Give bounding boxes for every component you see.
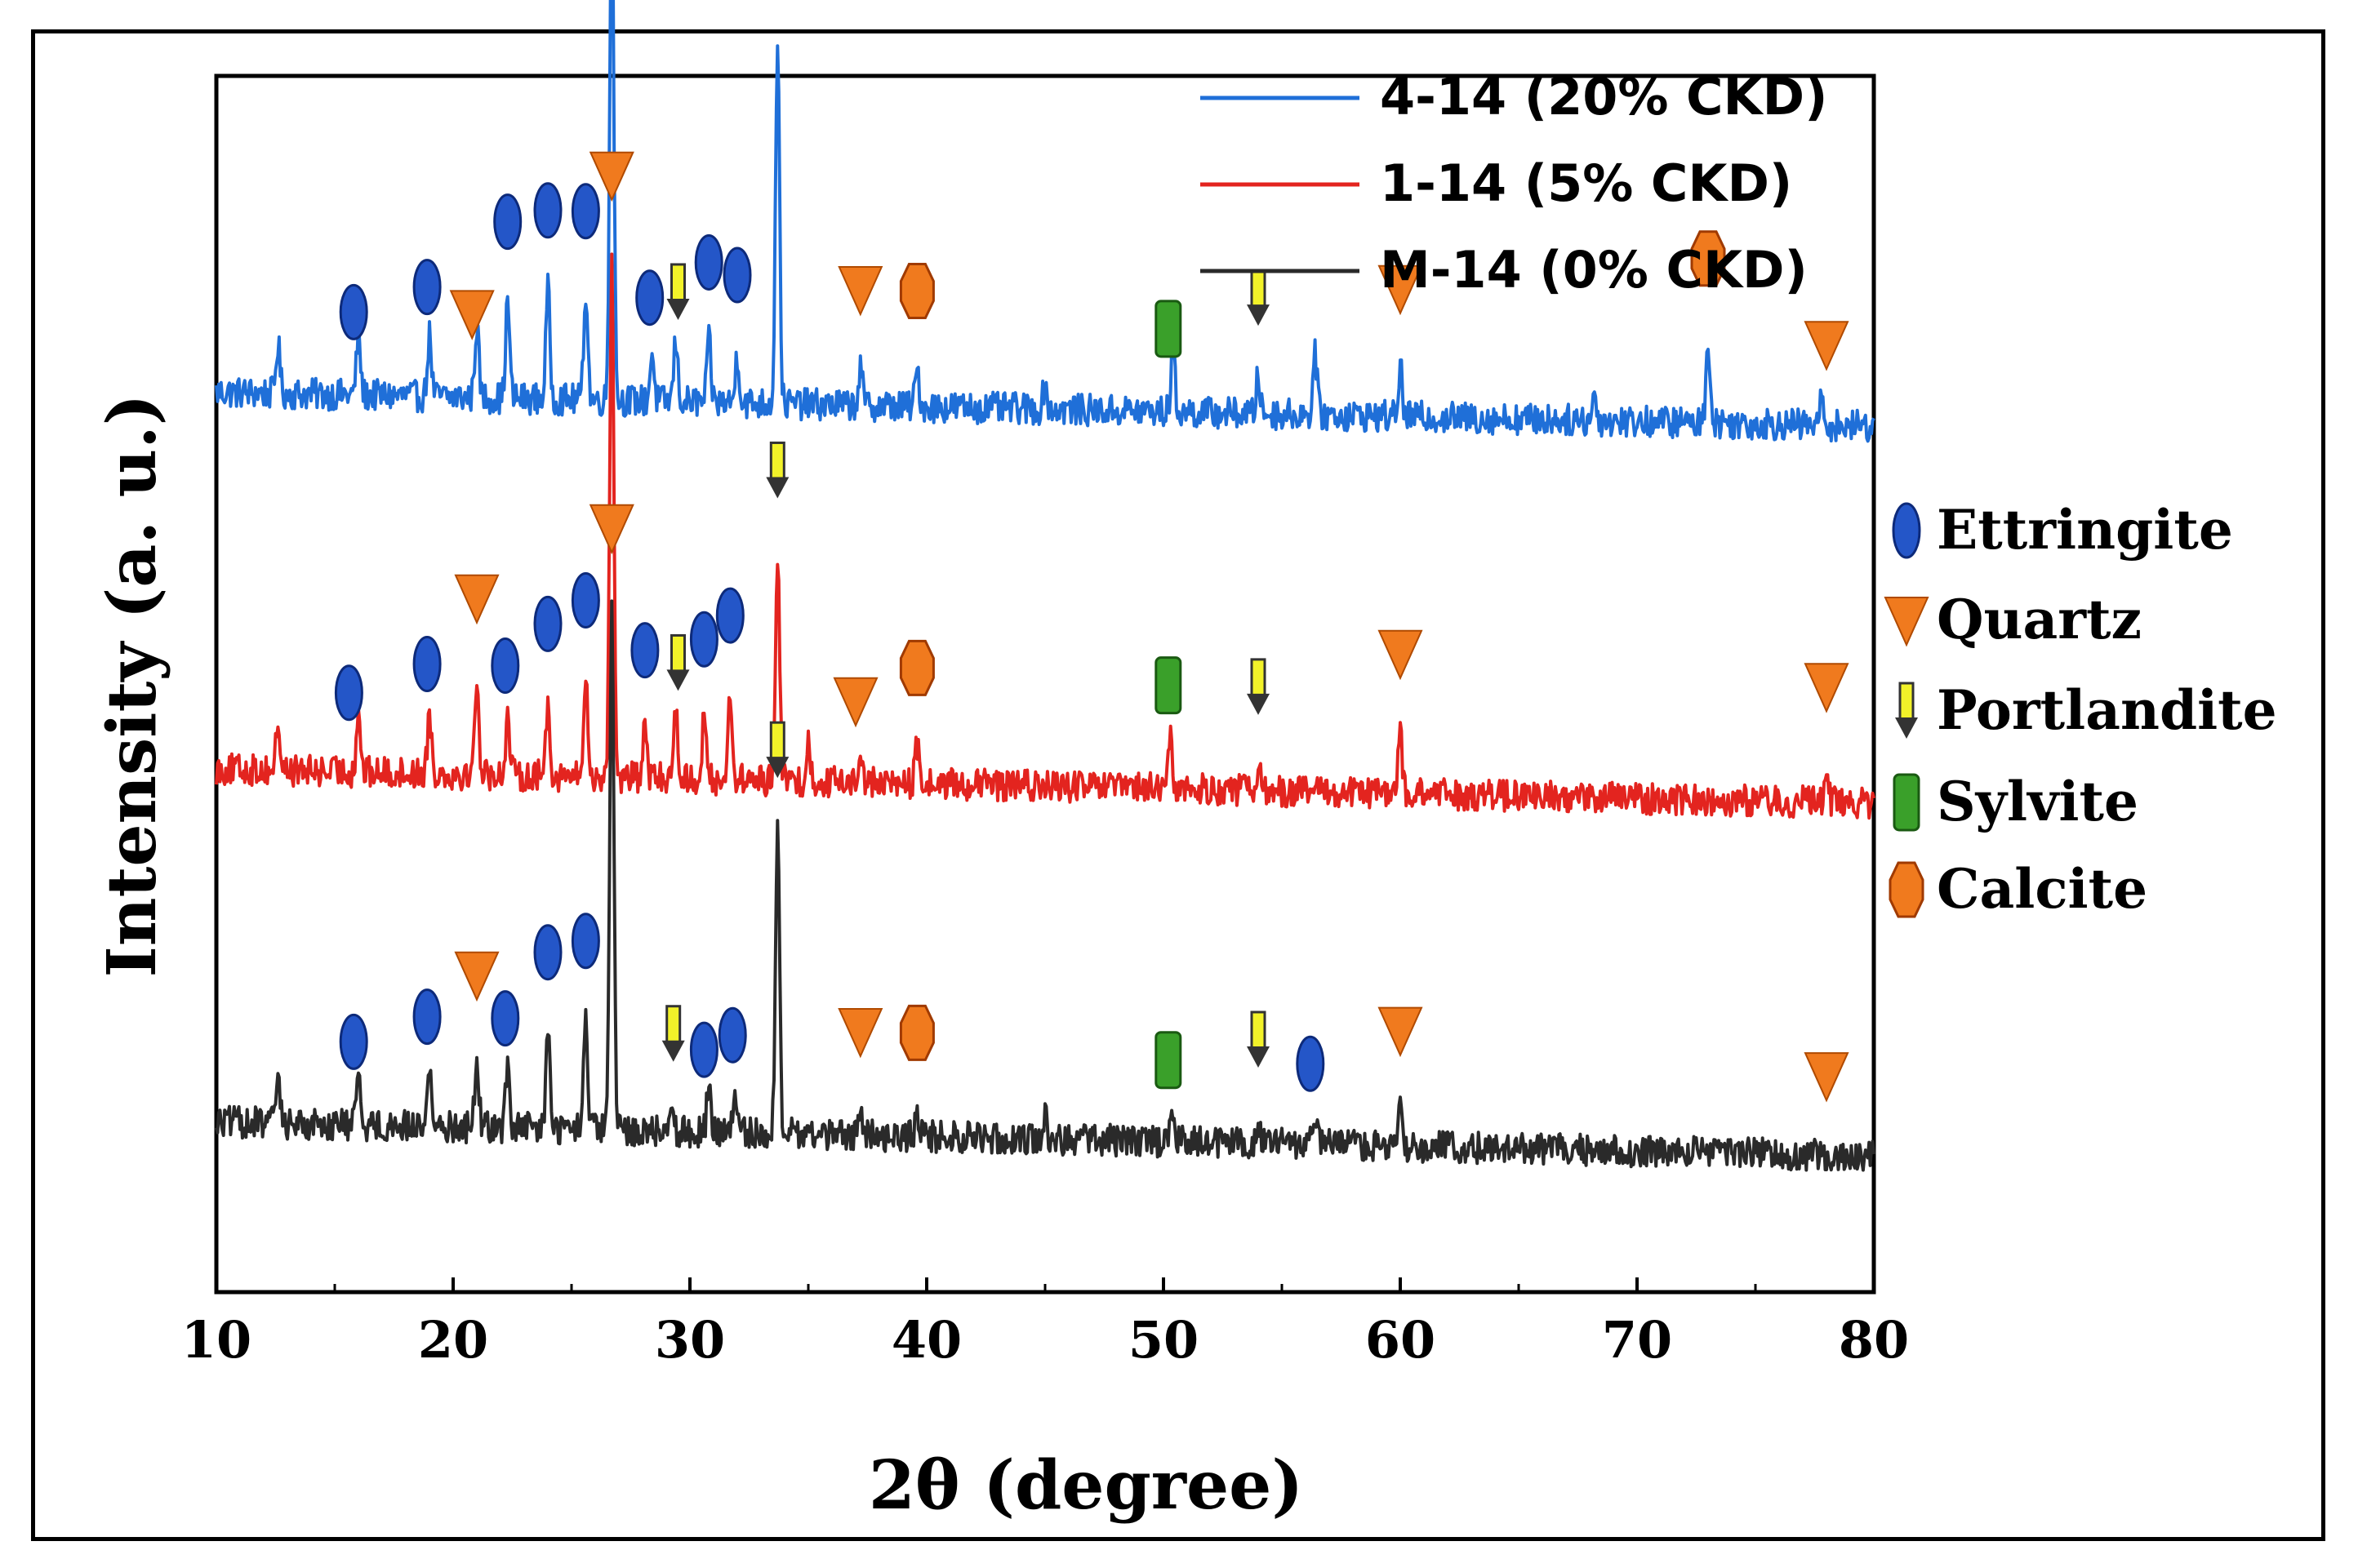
phase-legend-label-ettringite: Ettringite (1937, 498, 2233, 562)
marker-ettringite (533, 595, 563, 652)
marker-ettringite (718, 1006, 747, 1064)
marker-ettringite (630, 622, 660, 679)
marker-ettringite (491, 637, 520, 695)
marker-sylvite (1155, 300, 1182, 358)
x-tick-label: 70 (1602, 1310, 1672, 1370)
series-line-2 (215, 599, 1875, 1172)
legend-label-0: 4-14 (20% CKD) (1380, 67, 1827, 127)
marker-ettringite (412, 259, 442, 316)
marker-ettringite (334, 664, 363, 722)
marker-quartz (589, 151, 634, 202)
phase-legend-label-sylvite: Sylvite (1937, 770, 2138, 833)
marker-ettringite (412, 636, 442, 693)
marker-quartz (1377, 264, 1423, 316)
marker-calcite (899, 639, 935, 696)
marker-ettringite (412, 988, 442, 1046)
marker-quartz (454, 951, 500, 1002)
marker-ettringite (715, 587, 745, 644)
marker-ettringite (571, 183, 600, 240)
marker-quartz (1377, 1006, 1423, 1058)
marker-portlandite (666, 263, 690, 320)
marker-portlandite (766, 721, 790, 779)
series-line-0 (215, 0, 1875, 443)
marker-ettringite (533, 182, 563, 239)
marker-ettringite (635, 269, 665, 326)
marker-quartz (833, 677, 879, 728)
marker-sylvite (1155, 1031, 1182, 1090)
marker-portlandite (1247, 1011, 1270, 1068)
y-axis-label: Intensity (a. u.) (93, 393, 171, 977)
legend-label-1: 1-14 (5% CKD) (1380, 153, 1792, 213)
marker-ettringite (491, 990, 520, 1047)
phase-legend-symbol-sylvite (1893, 773, 1920, 832)
phase-legend-symbol-quartz (1884, 597, 1929, 647)
phase-legend-label-portlandite: Portlandite (1937, 678, 2277, 742)
phase-legend-symbol-ettringite (1892, 502, 1921, 559)
marker-calcite (899, 1004, 935, 1061)
marker-quartz (589, 504, 634, 555)
x-axis-label: 2θ (degree) (869, 1446, 1303, 1525)
phase-legend-label-calcite: Calcite (1937, 857, 2147, 921)
marker-calcite (899, 262, 935, 319)
legend-label-2: M-14 (0% CKD) (1380, 240, 1808, 300)
marker-ettringite (689, 611, 719, 668)
marker-quartz (1377, 629, 1423, 681)
marker-ettringite (1296, 1035, 1325, 1092)
marker-ettringite (339, 283, 368, 340)
marker-ettringite (571, 913, 600, 970)
marker-ettringite (689, 1021, 719, 1078)
marker-portlandite (1247, 658, 1270, 715)
marker-quartz (1804, 321, 1849, 371)
marker-portlandite (1247, 269, 1270, 326)
marker-quartz (838, 266, 883, 317)
phase-legend-symbol-calcite (1889, 861, 1924, 918)
x-tick-label: 50 (1128, 1310, 1199, 1370)
marker-sylvite (1155, 656, 1182, 715)
marker-portlandite (661, 1005, 685, 1062)
x-tick-label: 60 (1365, 1310, 1435, 1370)
marker-ettringite (339, 1013, 368, 1070)
figure-frame (31, 29, 2325, 1541)
x-tick-label: 10 (181, 1310, 251, 1370)
x-tick-label: 40 (892, 1310, 962, 1370)
series-line-1 (215, 252, 1875, 820)
x-tick-label: 20 (418, 1310, 488, 1370)
marker-ettringite (571, 572, 600, 629)
marker-calcite (1690, 230, 1726, 287)
marker-quartz (449, 290, 495, 340)
marker-ettringite (723, 247, 752, 304)
marker-portlandite (666, 633, 690, 691)
marker-quartz (454, 574, 500, 625)
marker-quartz (1804, 663, 1849, 713)
plot-area (214, 73, 1876, 1295)
marker-ettringite (533, 924, 563, 981)
x-tick-label: 80 (1839, 1310, 1909, 1370)
phase-legend-label-quartz: Quartz (1937, 588, 2142, 651)
marker-portlandite (766, 441, 790, 499)
marker-quartz (838, 1007, 883, 1059)
marker-ettringite (493, 193, 523, 251)
phase-legend-symbol-portlandite (1895, 682, 1918, 739)
x-tick-label: 30 (655, 1310, 725, 1370)
marker-quartz (1804, 1052, 1849, 1103)
marker-ettringite (694, 233, 723, 291)
